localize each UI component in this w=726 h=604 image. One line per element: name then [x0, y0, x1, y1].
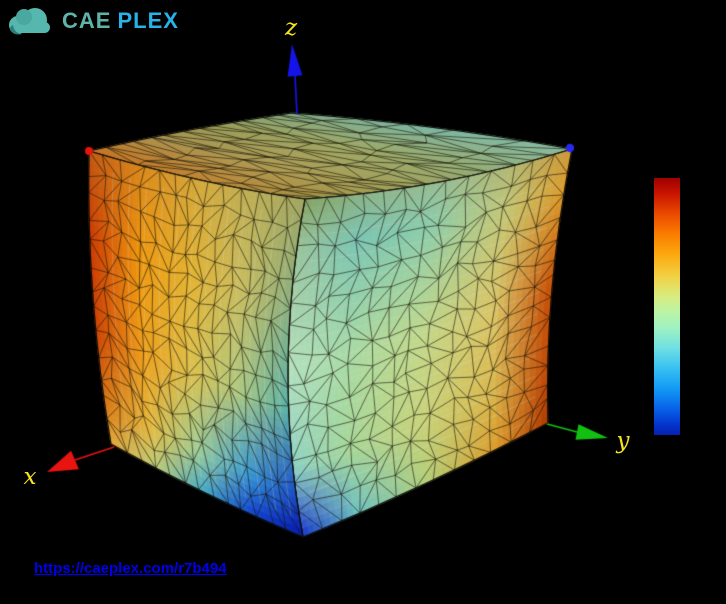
caeplex-logo[interactable]: CAE PLEX [4, 6, 179, 36]
y-axis-label: y [616, 428, 630, 454]
z-axis-label: z [284, 15, 298, 41]
colorbar [654, 178, 680, 435]
logo-text-plex: PLEX [117, 8, 179, 33]
x-axis-label: x [23, 464, 37, 490]
cloud-icon [9, 8, 50, 35]
share-link[interactable]: https://caeplex.com/r7b494 [34, 560, 227, 577]
logo-text-cae: CAE [62, 8, 112, 33]
